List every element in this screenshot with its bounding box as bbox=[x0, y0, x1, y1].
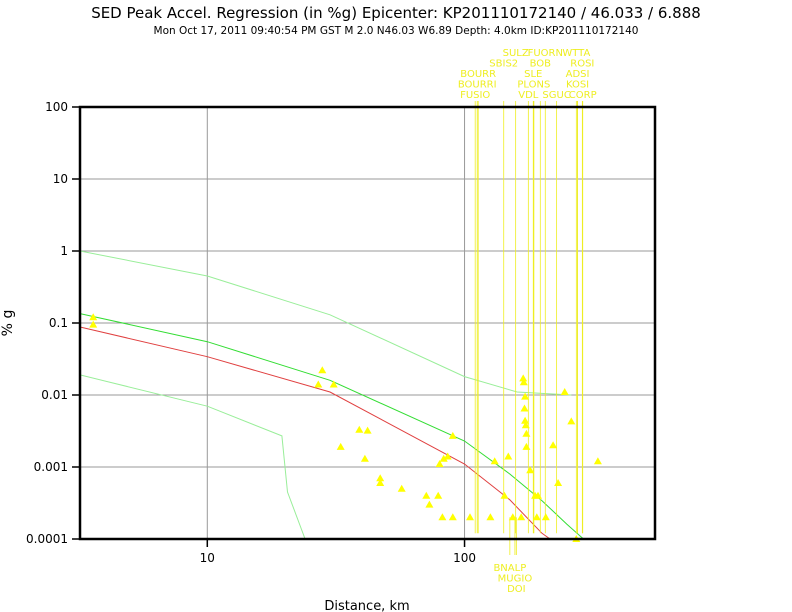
data-point bbox=[534, 491, 542, 499]
data-point bbox=[435, 460, 444, 467]
data-point bbox=[89, 320, 98, 328]
station-label: SGUC bbox=[542, 90, 570, 101]
data-point bbox=[521, 421, 530, 429]
data-point bbox=[434, 491, 443, 499]
data-point bbox=[517, 513, 526, 521]
y-tick-label: 100 bbox=[45, 100, 68, 114]
data-point bbox=[508, 513, 517, 521]
confidence-upper-line bbox=[80, 250, 572, 396]
data-point bbox=[355, 425, 364, 433]
y-tick-label: 0.0001 bbox=[26, 532, 68, 546]
data-point bbox=[448, 431, 457, 439]
data-point bbox=[376, 479, 385, 486]
data-point bbox=[439, 454, 448, 462]
data-point bbox=[519, 374, 528, 382]
data-point bbox=[549, 441, 558, 449]
data-point bbox=[314, 380, 323, 388]
station-label: DOI bbox=[507, 584, 526, 595]
data-point bbox=[318, 366, 327, 374]
y-tick-label: 0.01 bbox=[41, 388, 68, 402]
data-point bbox=[89, 313, 98, 321]
data-point bbox=[519, 378, 528, 386]
station-label: BOURRI bbox=[458, 80, 497, 91]
data-point bbox=[521, 392, 530, 400]
station-leader-lines bbox=[474, 101, 584, 555]
chart-subtitle: Mon Oct 17, 2011 09:40:54 PM GST M 2.0 N… bbox=[153, 25, 639, 37]
data-point bbox=[567, 417, 576, 425]
station-label: MUGIO bbox=[498, 574, 533, 585]
grid bbox=[80, 107, 655, 539]
data-point bbox=[526, 466, 535, 474]
data-point bbox=[554, 479, 563, 486]
data-point bbox=[486, 513, 495, 521]
station-label: VDL bbox=[518, 90, 539, 101]
curves bbox=[80, 250, 584, 539]
confidence-lower-line bbox=[80, 374, 306, 539]
station-label: FUORN bbox=[528, 48, 563, 59]
data-point bbox=[522, 442, 531, 450]
data-point bbox=[532, 513, 541, 521]
data-points bbox=[89, 313, 602, 542]
data-point bbox=[360, 454, 369, 462]
data-point bbox=[448, 513, 457, 521]
station-label: SULZ bbox=[503, 48, 529, 59]
data-point bbox=[520, 404, 529, 412]
station-label: WTTA bbox=[562, 48, 590, 59]
station-label: BNALP bbox=[493, 563, 526, 574]
data-point bbox=[490, 457, 499, 465]
station-label: KOSI bbox=[566, 80, 589, 91]
data-point bbox=[541, 513, 550, 521]
y-tick-label: 0.001 bbox=[34, 460, 68, 474]
station-label: PLONS bbox=[517, 80, 550, 91]
x-tick-label: 100 bbox=[453, 551, 476, 565]
axis-ticks: 100 10 1 0.1 0.01 0.001 0.0001 10 100 bbox=[26, 100, 476, 565]
y-axis-label: % g bbox=[0, 310, 16, 337]
data-point bbox=[425, 500, 434, 508]
data-point bbox=[336, 442, 345, 450]
data-point bbox=[443, 452, 452, 460]
regression-line bbox=[80, 326, 551, 539]
x-axis-label: Distance, km bbox=[324, 599, 409, 612]
station-label: BOURR bbox=[460, 69, 496, 80]
upper-curve bbox=[80, 313, 584, 539]
data-point bbox=[329, 380, 338, 388]
x-tick-label: 10 bbox=[200, 551, 215, 565]
y-tick-label: 0.1 bbox=[49, 316, 68, 330]
station-label: ROSI bbox=[570, 59, 594, 70]
station-label: SBIS2 bbox=[489, 59, 518, 70]
data-point bbox=[397, 484, 406, 492]
data-point bbox=[521, 416, 530, 424]
data-point bbox=[522, 429, 531, 437]
data-point bbox=[376, 474, 385, 482]
station-label: BOB bbox=[530, 59, 552, 70]
data-point bbox=[466, 513, 474, 521]
chart-title: SED Peak Accel. Regression (in %g) Epice… bbox=[91, 4, 701, 22]
y-tick-label: 10 bbox=[53, 172, 68, 186]
station-label: ADSI bbox=[566, 69, 590, 80]
data-point bbox=[363, 426, 372, 434]
y-tick-label: 1 bbox=[60, 244, 68, 258]
station-label: FUSIO bbox=[460, 90, 490, 101]
data-point bbox=[438, 513, 447, 521]
station-label: SLE bbox=[524, 69, 542, 80]
data-point bbox=[500, 491, 509, 499]
data-point bbox=[504, 452, 513, 460]
data-point bbox=[560, 388, 569, 395]
station-label: CORP bbox=[569, 90, 597, 101]
data-point bbox=[422, 491, 431, 499]
data-point bbox=[593, 457, 602, 465]
